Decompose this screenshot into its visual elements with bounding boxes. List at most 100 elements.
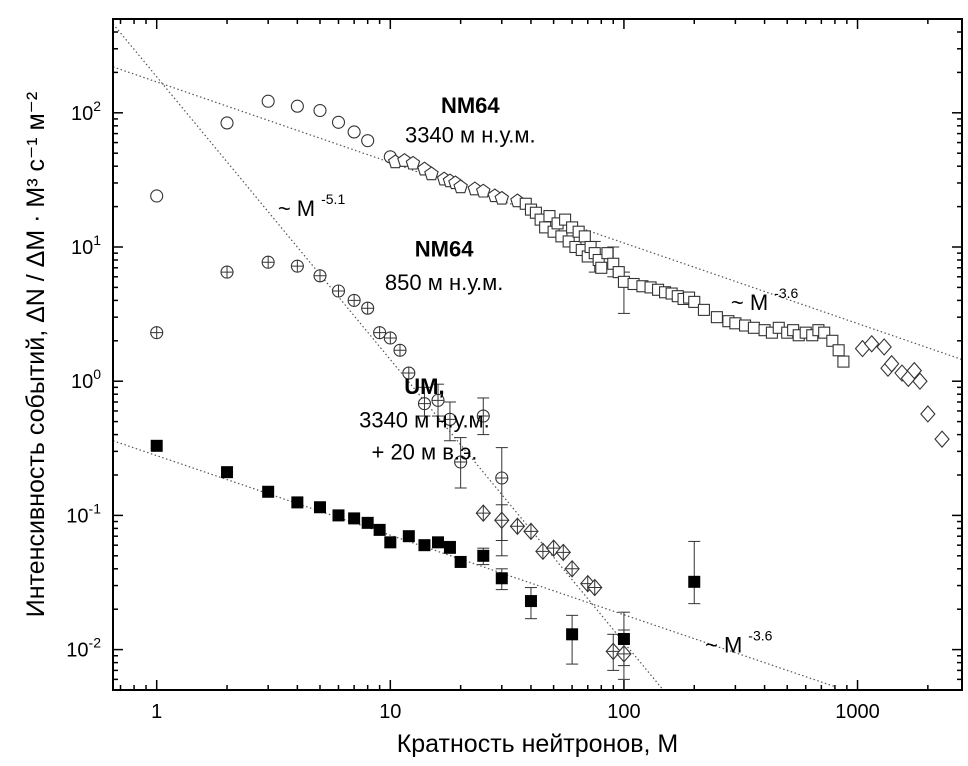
fit-line-2 (113, 23, 664, 690)
point-diamond (906, 361, 923, 380)
point-pentagon (475, 183, 491, 198)
point-square-filled (313, 501, 326, 514)
point-square-filled (332, 509, 345, 522)
point-square-filled (262, 485, 275, 498)
point-crosshair (348, 294, 361, 307)
y-tick-label: 102 (71, 98, 101, 125)
point-circle (347, 125, 361, 139)
point-square (688, 295, 701, 308)
x-axis-ticks: 1 10 100 1000 (119, 19, 929, 723)
x-tick-label: 10 (379, 701, 401, 723)
annotations: NM64 3340 м н.у.м. NM64 850 м н.у.м. UM, 3340… (278, 93, 799, 658)
point-crosshair (454, 455, 467, 468)
fit-lines (113, 23, 962, 690)
data-points (150, 94, 950, 663)
point-circle (313, 103, 327, 118)
point-pentagon (494, 190, 510, 205)
point-square-filled (150, 439, 163, 452)
point-square-filled (688, 575, 701, 588)
point-square-filled (566, 628, 579, 641)
x-tick-label: 1 (151, 701, 162, 723)
point-square-filled (384, 536, 397, 549)
point-crosshair (221, 266, 234, 279)
point-square-filled (432, 536, 445, 549)
point-square (826, 334, 839, 347)
y-tick-label: 10-2 (66, 635, 101, 662)
point-crosshair (332, 285, 345, 298)
point-diamond (876, 338, 892, 356)
point-circle (220, 116, 234, 130)
point-square-filled (373, 523, 386, 536)
point-crosshair (361, 302, 374, 315)
point-diamond (912, 372, 928, 391)
point-crosshair (494, 512, 509, 529)
point-square-filled (418, 539, 431, 552)
point-crosshair (291, 260, 304, 273)
fit-line-3 (113, 440, 836, 688)
point-crosshair (402, 367, 415, 380)
point-square-filled (291, 496, 304, 509)
annotation-nm64-high-alt: 3340 м н.у.м. (405, 123, 536, 148)
annotation-nm64-low-alt: 850 м н.у.м. (385, 270, 503, 295)
point-square-filled (361, 516, 374, 529)
point-crosshair (432, 394, 445, 407)
point-square-filled (617, 632, 630, 645)
point-crosshair (587, 579, 602, 596)
point-square-filled (443, 541, 456, 554)
point-crosshair (606, 643, 621, 660)
point-diamond (920, 405, 936, 423)
point-diamond (883, 354, 900, 373)
point-square (559, 213, 572, 226)
point-pentagon (424, 166, 439, 181)
point-square-filled (348, 512, 361, 525)
point-crosshair (384, 331, 397, 344)
point-crosshair (535, 543, 550, 560)
annotation-um-depth: + 20 м в.э. (371, 440, 477, 465)
point-square-filled (454, 555, 467, 568)
point-circle (290, 99, 304, 113)
point-crosshair (556, 544, 571, 561)
point-crosshair (443, 413, 456, 426)
point-square (710, 311, 723, 324)
point-square (832, 344, 845, 357)
point-pentagon (405, 155, 421, 170)
y-tick-label: 10-1 (66, 500, 101, 527)
point-crosshair (477, 410, 490, 423)
point-diamond (934, 430, 950, 448)
point-square (747, 321, 760, 334)
point-crosshair (262, 256, 275, 269)
power-law-label-slope-51: ~ M -5.1 (278, 191, 346, 221)
y-tick-label: 100 (71, 366, 101, 393)
point-crosshair (393, 344, 406, 357)
point-crosshair (565, 560, 580, 577)
point-square (601, 247, 614, 260)
annotation-um-name: UM, (404, 374, 444, 399)
point-circle (261, 94, 275, 108)
point-diamond (894, 364, 910, 382)
point-crosshair (418, 397, 431, 410)
annotation-um-alt: 3340 м н.у.м. (359, 408, 490, 433)
point-square-filled (477, 549, 490, 562)
point-crosshair (546, 540, 561, 557)
point-square (543, 210, 556, 223)
x-tick-label: 100 (607, 701, 640, 723)
plot-frame (112, 18, 963, 691)
point-crosshair (523, 523, 538, 540)
point-circle (331, 115, 346, 129)
point-crosshair (373, 326, 386, 339)
point-square (697, 303, 710, 316)
power-law-label-slope-36-lower: ~ M -3.6 (705, 628, 773, 658)
point-square-filled (221, 466, 234, 479)
point-diamond (863, 334, 880, 353)
point-crosshair (616, 645, 631, 662)
point-square (818, 326, 831, 339)
y-tick-label: 101 (71, 232, 101, 259)
point-circle (150, 189, 164, 203)
point-square-filled (524, 595, 537, 608)
power-law-label-slope-36-upper: ~ M -3.6 (731, 285, 799, 315)
annotation-nm64-low-name: NM64 (415, 236, 474, 261)
point-square (837, 355, 850, 368)
y-axis-label: Интенсивность событий, ΔN / ΔM · M³ с⁻¹ … (22, 92, 50, 617)
y-axis-ticks: 102 101 100 10-1 10-2 (66, 18, 962, 691)
